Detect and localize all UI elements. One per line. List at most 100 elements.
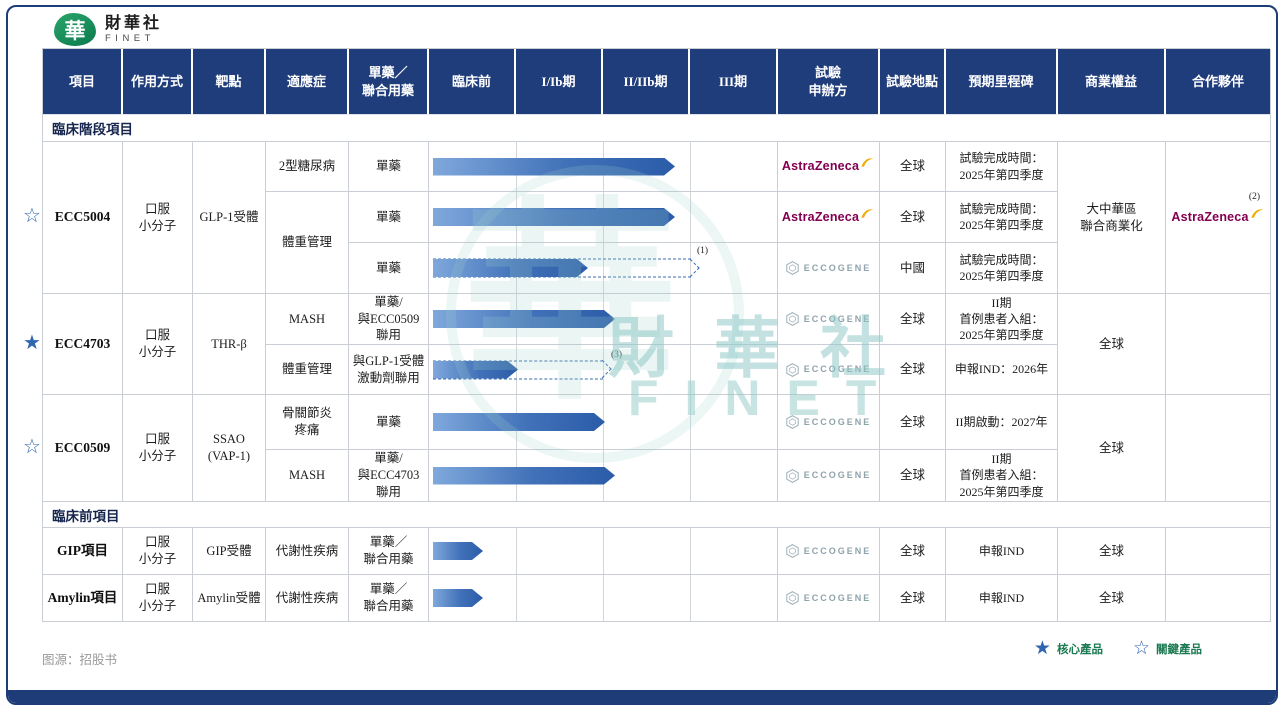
- location-ecc4703-r1: 全球: [880, 294, 946, 345]
- brand-name-cn: 財華社: [105, 15, 163, 33]
- stage-grid-line: [690, 142, 691, 191]
- location-ecc4703-r2: 全球: [880, 345, 946, 395]
- sponsor-ecc4703-r2: ECCOGENE: [778, 345, 880, 395]
- footnote-1: (1): [697, 246, 709, 256]
- astrazeneca-logo: AstraZeneca: [782, 158, 875, 175]
- partner-amylin-empty: [1166, 575, 1271, 622]
- stage-track-amylin: [429, 575, 778, 622]
- brand-name-en: FINET: [105, 32, 155, 44]
- eccogene-logo: ECCOGENE: [785, 468, 872, 483]
- eccogene-wordmark: ECCOGENE: [803, 416, 872, 427]
- astrazeneca-swoosh-icon: [861, 158, 874, 167]
- progress-bar-ecc0509-r2: [433, 467, 615, 485]
- eccogene-wordmark: ECCOGENE: [803, 313, 872, 324]
- eccogene-hexagon-icon: [785, 591, 799, 605]
- project-name-ecc4703: ECC4703: [43, 294, 123, 395]
- stage-track-ecc4703-r2: (3): [429, 345, 778, 395]
- partner-gip-empty: [1166, 528, 1271, 575]
- stage-grid-line: [690, 450, 691, 501]
- milestone-gip: 申報IND: [946, 528, 1058, 575]
- sponsor-amylin: ECCOGENE: [778, 575, 880, 622]
- project-name-ecc0509: ECC0509: [43, 395, 123, 502]
- location-ecc0509-r2: 全球: [880, 450, 946, 502]
- regimen-ecc4703-r1: 單藥/ 與ECC0509 聯用: [349, 294, 429, 345]
- eccogene-hexagon-icon: [785, 468, 799, 483]
- mode-ecc4703: 口服 小分子: [123, 294, 193, 395]
- legend-key-product: ☆ 關鍵產品: [1133, 639, 1202, 658]
- astrazeneca-swoosh-icon: [1250, 209, 1264, 218]
- stage-grid-line: [516, 528, 517, 574]
- col-header-regimen: 單藥／ 聯合用藥: [349, 49, 429, 115]
- core-product-star-ecc4703: ★: [23, 332, 41, 354]
- finet-logo: 華 財華社 FINET: [54, 13, 162, 46]
- milestone-amylin: 申報IND: [946, 575, 1058, 622]
- regimen-gip: 單藥／ 聯合用藥: [349, 528, 429, 575]
- hollow-star-icon: ☆: [1132, 638, 1150, 659]
- regimen-ecc4703-r2: 與GLP-1受體 激動劑聯用: [349, 345, 429, 395]
- indication-ecc5004-weight: 體重管理: [266, 192, 349, 294]
- col-header-preclinical: 臨床前: [429, 49, 516, 115]
- sponsor-ecc5004-r2: AstraZeneca: [778, 192, 880, 243]
- stage-grid-line: [690, 528, 691, 574]
- target-ecc5004: GLP-1受體: [193, 142, 266, 294]
- eccogene-hexagon-icon: [785, 544, 799, 558]
- astrazeneca-swoosh-icon: [861, 208, 874, 218]
- indication-ecc5004-t2d: 2型糖尿病: [266, 142, 349, 192]
- sponsor-ecc0509-r1: ECCOGENE: [778, 395, 880, 450]
- regimen-amylin: 單藥／ 聯合用藥: [349, 575, 429, 622]
- section-clinical-stage: 臨床階段項目: [43, 115, 1271, 142]
- stage-grid-line: [690, 345, 691, 394]
- col-header-mode: 作用方式: [123, 49, 193, 115]
- eccogene-logo: ECCOGENE: [785, 362, 872, 377]
- location-ecc5004-r3: 中國: [880, 243, 946, 294]
- legend-core-label: 核心產品: [1056, 643, 1103, 656]
- pipeline-table: 項目 作用方式 靶點 適應症 單藥／ 聯合用藥 臨床前 I/Ib期 II/IIb…: [42, 48, 1271, 622]
- stage-track-ecc5004-r3: (1): [429, 243, 778, 294]
- milestone-ecc4703-r2: 申報IND：2026年: [946, 345, 1058, 395]
- eccogene-logo: ECCOGENE: [785, 544, 872, 558]
- indication-amylin: 代謝性疾病: [266, 575, 349, 622]
- eccogene-logo: ECCOGENE: [785, 415, 872, 429]
- eccogene-hexagon-icon: [785, 362, 799, 377]
- location-ecc5004-r2: 全球: [880, 192, 946, 243]
- legend-core-product: ★ 核心產品: [1034, 639, 1103, 658]
- sponsor-ecc4703-r1: ECCOGENE: [778, 294, 880, 345]
- col-header-indication: 適應症: [266, 49, 349, 115]
- stage-track-ecc5004-r2: [429, 192, 778, 243]
- eccogene-wordmark: ECCOGENE: [803, 364, 872, 375]
- astrazeneca-wordmark: AstraZeneca: [781, 209, 860, 224]
- col-header-project: 項目: [43, 49, 123, 115]
- partner-ecc5004: (2) AstraZeneca: [1166, 142, 1271, 294]
- location-gip: 全球: [880, 528, 946, 575]
- legend: ★ 核心產品 ☆ 關鍵產品: [1034, 639, 1202, 658]
- stage-grid-line: [516, 575, 517, 621]
- section-preclinical: 臨床前項目: [43, 502, 1271, 528]
- finet-logo-icon: 華: [54, 13, 96, 46]
- col-header-milestone: 預期里程碑: [946, 49, 1058, 115]
- target-gip: GIP受體: [193, 528, 266, 575]
- rights-ecc5004: 大中華區 聯合商業化: [1058, 142, 1166, 294]
- stage-track-ecc4703-r1: [429, 294, 778, 345]
- eccogene-wordmark: ECCOGENE: [803, 545, 872, 556]
- stage-grid-line: [690, 575, 691, 621]
- rights-amylin: 全球: [1058, 575, 1166, 622]
- progress-bar-gip: [433, 542, 483, 560]
- astrazeneca-logo: AstraZeneca: [781, 208, 875, 226]
- stage-grid-line: [690, 294, 691, 344]
- partner-ecc0509-empty: [1166, 395, 1271, 502]
- regimen-ecc0509-r2: 單藥/ 與ECC4703 聯用: [349, 450, 429, 502]
- sponsor-ecc5004-r1: AstraZeneca: [778, 142, 880, 192]
- location-ecc0509-r1: 全球: [880, 395, 946, 450]
- eccogene-logo: ECCOGENE: [785, 591, 872, 605]
- progress-bar-ecc0509-r1: [433, 413, 605, 431]
- sponsor-gip: ECCOGENE: [778, 528, 880, 575]
- stage-grid-line: [603, 575, 604, 621]
- target-ecc0509: SSAO (VAP-1): [193, 395, 266, 502]
- mode-ecc0509: 口服 小分子: [123, 395, 193, 502]
- mode-amylin: 口服 小分子: [123, 575, 193, 622]
- stage-grid-line: [690, 192, 691, 242]
- indication-ecc0509-oa: 骨關節炎 疼痛: [266, 395, 349, 450]
- progress-bar-ecc5004-r3: [433, 259, 588, 277]
- regimen-ecc5004-r3: 單藥: [349, 243, 429, 294]
- progress-bar-ecc5004-r1: [433, 158, 675, 176]
